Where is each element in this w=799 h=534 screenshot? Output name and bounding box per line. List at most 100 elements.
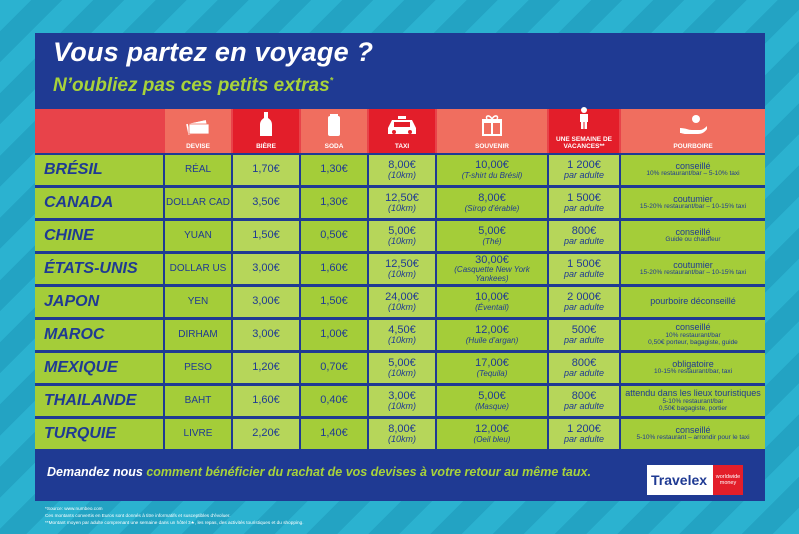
soda-value: 0,50€ bbox=[320, 229, 348, 242]
taxi-value: 5,00€ bbox=[388, 356, 416, 369]
souvenir-item: (Éventail) bbox=[475, 302, 509, 312]
semaine-value: 1 200€ bbox=[567, 158, 601, 171]
cell-semaine: 1 500€ par adulte bbox=[549, 188, 619, 218]
header-soda: SODA bbox=[301, 109, 367, 153]
cell-biere: 3,00€ bbox=[233, 320, 299, 350]
semaine-unit: par adulte bbox=[563, 401, 605, 412]
semaine-unit: par adulte bbox=[563, 203, 605, 214]
souvenir-item: (Sirop d’érable) bbox=[464, 203, 520, 213]
semaine-unit: par adulte bbox=[563, 335, 605, 346]
cell-biere: 1,70€ bbox=[233, 155, 299, 185]
pourboire-status: conseillé bbox=[675, 160, 711, 171]
soda-value: 0,40€ bbox=[320, 394, 348, 407]
logo-badge: worldwide money bbox=[713, 465, 743, 495]
pourboire-detail: 15-20% restaurant/bar – 10-15% taxi bbox=[639, 269, 747, 277]
taxi-value: 4,50€ bbox=[388, 323, 416, 336]
pourboire-detail: 15-20% restaurant/bar – 10-15% taxi bbox=[639, 203, 747, 211]
logo-text: Travelex bbox=[651, 472, 708, 488]
header-taxi-label: TAXI bbox=[394, 143, 410, 150]
pourboire-status: coutumier bbox=[673, 193, 713, 204]
devise-value: YEN bbox=[187, 295, 209, 307]
cell-taxi: 4,50€ (10km) bbox=[369, 320, 435, 350]
souvenir-value: 10,00€ bbox=[475, 159, 509, 172]
cell-biere: 1,20€ bbox=[233, 353, 299, 383]
taxi-distance: (10km) bbox=[387, 302, 416, 313]
cell-soda: 1,00€ bbox=[301, 320, 367, 350]
cell-taxi: 12,50€ (10km) bbox=[369, 188, 435, 218]
cell-souvenir: 5,00€ (Masque) bbox=[437, 386, 547, 416]
cell-soda: 1,40€ bbox=[301, 419, 367, 449]
country-label: THAILANDE bbox=[44, 391, 137, 409]
cell-pourboire: pourboire déconseillé bbox=[621, 287, 765, 317]
cell-souvenir: 12,00€ (Oeil bleu) bbox=[437, 419, 547, 449]
table-row: BRÉSIL RÉAL 1,70€ 1,30€ 8,00€ (10km) 10,00€ (T-… bbox=[35, 155, 765, 185]
cell-biere: 1,50€ bbox=[233, 221, 299, 251]
soda-value: 1,50€ bbox=[320, 295, 348, 308]
pourboire-status: pourboire déconseillé bbox=[650, 296, 736, 307]
country-name: MAROC bbox=[35, 320, 163, 350]
header-pourboire: POURBOIRE bbox=[621, 109, 765, 153]
page-title: Vous partez en voyage ? bbox=[53, 37, 374, 67]
country-label: MEXIQUE bbox=[44, 358, 118, 376]
devise-value: BAHT bbox=[184, 394, 212, 406]
pourboire-detail: 10% restaurant/bar – 5-10% taxi bbox=[646, 170, 740, 178]
souvenir-value: 17,00€ bbox=[475, 357, 509, 370]
can-icon bbox=[328, 114, 340, 141]
semaine-value: 800€ bbox=[571, 389, 597, 402]
table-row: MAROC DIRHAM 3,00€ 1,00€ 4,50€ (10km) 12,00€ (H… bbox=[35, 320, 765, 350]
cell-semaine: 800€ par adulte bbox=[549, 386, 619, 416]
biere-value: 3,50€ bbox=[252, 196, 280, 209]
country-label: MAROC bbox=[44, 325, 105, 343]
cell-semaine: 500€ par adulte bbox=[549, 320, 619, 350]
cell-devise: YEN bbox=[165, 287, 231, 317]
biere-value: 1,60€ bbox=[252, 394, 280, 407]
taxi-value: 12,50€ bbox=[385, 257, 419, 270]
cell-souvenir: 17,00€ (Tequila) bbox=[437, 353, 547, 383]
cell-devise: LIVRE bbox=[165, 419, 231, 449]
footnote-disclaimer: Ces montants convertis en Euros sont don… bbox=[45, 513, 231, 519]
cell-biere: 3,50€ bbox=[233, 188, 299, 218]
bottle-icon bbox=[260, 112, 272, 141]
souvenir-item: (T-shirt du Brésil) bbox=[461, 170, 523, 180]
table-row: CANADA DOLLAR CAD 3,50€ 1,30€ 12,50€ (10km) 8,… bbox=[35, 188, 765, 218]
taxi-distance: (10km) bbox=[387, 236, 416, 247]
cell-soda: 0,40€ bbox=[301, 386, 367, 416]
cell-pourboire: conseillé 5-10% restaurant – arrondir pou… bbox=[621, 419, 765, 449]
devise-value: RÉAL bbox=[184, 163, 212, 175]
taxi-distance: (10km) bbox=[387, 434, 416, 445]
header-devise: DEVISE bbox=[165, 109, 231, 153]
souvenir-value: 30,00€ bbox=[475, 253, 509, 266]
travelex-logo: Travelex worldwide money bbox=[647, 465, 743, 495]
souvenir-value: 5,00€ bbox=[478, 225, 506, 238]
semaine-unit: par adulte bbox=[563, 269, 605, 280]
footnotes: *Source: www.numbeo.com Ces montants con… bbox=[45, 505, 304, 526]
devise-value: DIRHAM bbox=[178, 328, 218, 340]
cell-soda: 0,70€ bbox=[301, 353, 367, 383]
header-biere-label: BIÈRE bbox=[256, 143, 276, 150]
taxi-value: 8,00€ bbox=[388, 422, 416, 435]
souvenir-item: (Huile d’argan) bbox=[465, 335, 519, 345]
cell-devise: YUAN bbox=[165, 221, 231, 251]
cell-biere: 3,00€ bbox=[233, 254, 299, 284]
devise-value: DOLLAR CAD bbox=[166, 196, 230, 208]
header-devise-label: DEVISE bbox=[186, 143, 210, 150]
cell-semaine: 1 200€ par adulte bbox=[549, 419, 619, 449]
banknotes-icon bbox=[185, 116, 211, 141]
promo-band bbox=[35, 458, 765, 501]
cell-semaine: 2 000€ par adulte bbox=[549, 287, 619, 317]
cell-semaine: 1 500€ par adulte bbox=[549, 254, 619, 284]
biere-value: 1,70€ bbox=[252, 163, 280, 176]
subtitle-text: N’oubliez pas ces petits extras bbox=[53, 75, 330, 96]
pourboire-detail: 5-10% restaurant – arrondir pour le taxi bbox=[636, 434, 750, 442]
cell-pourboire: coutumier 15-20% restaurant/bar – 10-15% … bbox=[621, 188, 765, 218]
semaine-unit: par adulte bbox=[563, 236, 605, 247]
country-name: CHINE bbox=[35, 221, 163, 251]
country-label: CANADA bbox=[44, 193, 114, 211]
soda-value: 1,40€ bbox=[320, 427, 348, 440]
cell-semaine: 800€ par adulte bbox=[549, 221, 619, 251]
souvenir-value: 5,00€ bbox=[478, 390, 506, 403]
biere-value: 1,20€ bbox=[252, 361, 280, 374]
cell-devise: DOLLAR US bbox=[165, 254, 231, 284]
header-semaine: UNE SEMAINE DE VACANCES** bbox=[549, 107, 619, 153]
promo-green: comment bénéficier du rachat de vos devi… bbox=[146, 465, 591, 479]
